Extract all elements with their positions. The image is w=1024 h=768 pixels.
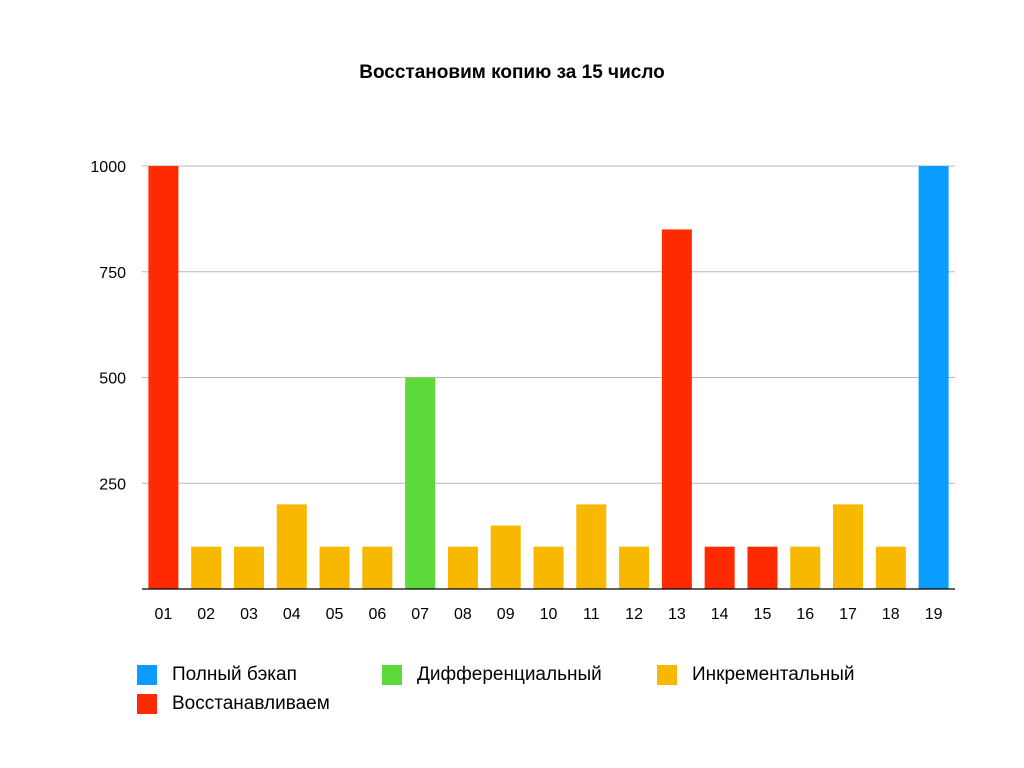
bar-04 [276,504,307,589]
bar-01 [148,166,179,589]
x-tick-label: 19 [925,606,943,623]
bar-14 [704,546,735,589]
legend-swatch-restore [137,694,157,714]
grid-lines [142,165,955,484]
x-tick-label: 16 [796,606,814,623]
tick-labels: 250 500 750 1000 01 02 03 04 05 06 07 08 09 10 11 12 13 1… [90,159,942,623]
x-tick-label: 04 [283,606,301,623]
x-tick-label: 10 [540,606,558,623]
bar-05 [319,546,350,589]
y-tick-label: 1000 [90,159,126,176]
x-tick-label: 15 [754,606,772,623]
bar-02 [191,546,222,589]
bar-16 [790,546,821,589]
bar-10 [533,546,564,589]
y-tick-label: 750 [99,265,126,282]
bar-03 [233,546,264,589]
x-tick-label: 14 [711,606,729,623]
x-tick-label: 06 [368,606,386,623]
legend-label-differential: Дифференциальный [417,664,602,685]
x-tick-label: 09 [497,606,515,623]
bar-06 [362,546,393,589]
bar-13 [661,229,692,589]
bar-09 [490,525,521,589]
legend-label-incremental: Инкрементальный [692,664,855,685]
x-tick-label: 03 [240,606,258,623]
legend-item-differential: Дифференциальный [382,663,602,687]
chart-title: Восстановим копию за 15 число [359,62,665,83]
bar-07 [405,377,436,589]
x-tick-label: 17 [839,606,857,623]
legend-swatch-differential [382,665,402,685]
legend-swatch-full [137,665,157,685]
x-tick-label: 12 [625,606,643,623]
legend-label-full: Полный бэкап [172,664,297,685]
bar-18 [875,546,906,589]
y-tick-label: 500 [99,371,126,388]
bar-11 [576,504,607,589]
y-tick-label: 250 [99,476,126,493]
legend-swatch-incremental [657,665,677,685]
bar-12 [619,546,650,589]
x-tick-label: 11 [583,606,600,623]
x-tick-label: 02 [197,606,215,623]
x-tick-label: 13 [668,606,686,623]
x-tick-label: 18 [882,606,900,623]
legend-label-restore: Восстанавливаем [172,693,330,714]
bar-17 [833,504,864,589]
legend-item-incremental: Инкрементальный [657,663,855,687]
bar-08 [447,546,478,589]
x-tick-label: 05 [326,606,344,623]
legend-item-restore: Восстанавливаем [137,692,330,716]
legend-item-full: Полный бэкап [137,663,297,687]
bar-19 [918,166,949,589]
bar-15 [747,546,778,589]
bars [148,166,949,589]
x-tick-label: 01 [154,606,172,623]
x-tick-label: 07 [411,606,429,623]
x-tick-label: 08 [454,606,472,623]
